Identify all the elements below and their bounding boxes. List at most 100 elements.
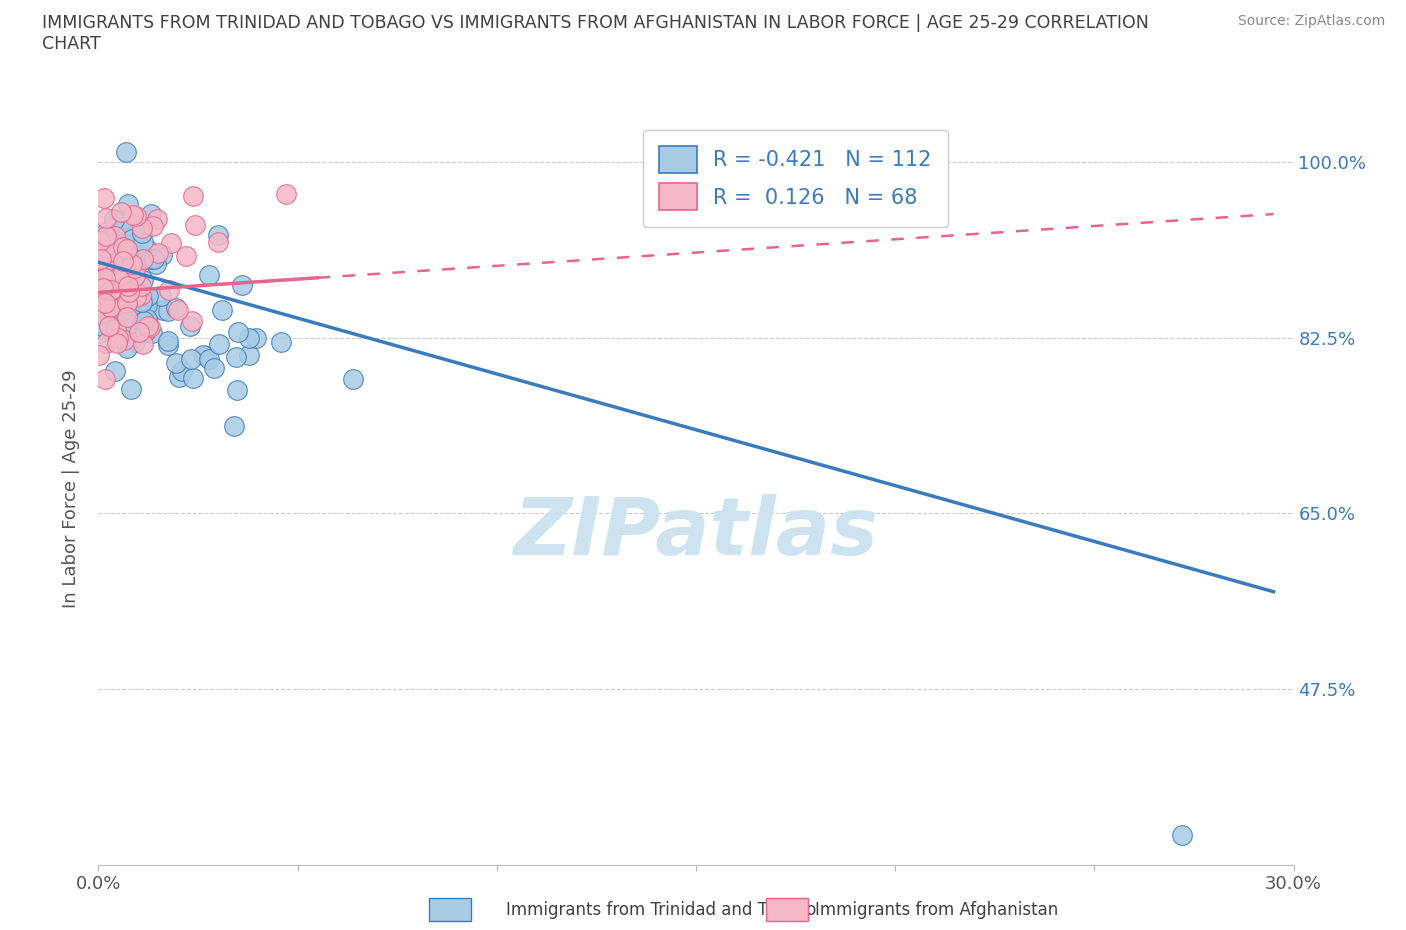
Point: [93, 300, 115, 315]
Point: [131, 234, 153, 249]
Point: [231, 277, 253, 292]
Point: [90, 319, 112, 334]
Point: [98, 319, 121, 334]
Point: [157, 303, 180, 318]
Text: IMMIGRANTS FROM TRINIDAD AND TOBAGO VS IMMIGRANTS FROM AFGHANISTAN IN LABOR FORC: IMMIGRANTS FROM TRINIDAD AND TOBAGO VS I…: [42, 14, 1149, 53]
Point: [98, 237, 121, 252]
Point: [121, 256, 143, 271]
Point: [132, 272, 155, 287]
Point: [110, 205, 132, 219]
Point: [97, 261, 120, 276]
Point: [98, 231, 121, 246]
Point: [93, 281, 115, 296]
Point: [90, 251, 112, 266]
Point: [111, 211, 134, 226]
Point: [112, 224, 135, 239]
Point: [89, 282, 111, 297]
Point: [104, 239, 127, 254]
Point: [124, 335, 146, 350]
Point: [94, 255, 117, 270]
Point: [143, 252, 166, 267]
Point: [112, 286, 135, 301]
Point: [124, 269, 146, 284]
Point: [132, 313, 155, 328]
Point: [132, 337, 155, 352]
Point: [276, 187, 298, 202]
Y-axis label: In Labor Force | Age 25-29: In Labor Force | Age 25-29: [62, 369, 80, 607]
Point: [118, 277, 141, 292]
Point: [97, 285, 120, 299]
Point: [118, 286, 141, 300]
Point: [93, 271, 115, 286]
Point: [104, 260, 127, 275]
Point: [238, 348, 260, 363]
Point: [157, 283, 180, 298]
Point: [110, 268, 132, 283]
Point: [104, 321, 127, 336]
Point: [184, 218, 207, 232]
Point: [94, 371, 117, 386]
Point: [135, 312, 157, 326]
Point: [111, 239, 134, 254]
Point: [117, 247, 139, 262]
Point: [98, 252, 121, 267]
Point: [105, 242, 128, 257]
Point: [224, 419, 246, 434]
Point: [142, 219, 165, 233]
Point: [141, 206, 163, 221]
Point: [91, 242, 114, 257]
Point: [211, 302, 233, 317]
Point: [105, 297, 128, 312]
Point: [107, 331, 129, 346]
Point: [97, 260, 120, 275]
Point: [152, 302, 174, 317]
Point: [117, 279, 139, 294]
Point: [89, 243, 111, 258]
Point: [150, 289, 173, 304]
Point: [87, 326, 110, 340]
Point: [342, 372, 364, 387]
Point: [112, 288, 135, 303]
Point: [94, 296, 117, 311]
Point: [157, 333, 180, 348]
Point: [225, 382, 247, 397]
Point: [105, 215, 128, 230]
Point: [117, 197, 139, 212]
Point: [124, 261, 146, 276]
Point: [141, 326, 163, 340]
Point: [96, 281, 118, 296]
Point: [197, 352, 219, 366]
Point: [91, 315, 114, 330]
Point: [103, 213, 125, 228]
Point: [94, 229, 117, 244]
Point: [98, 299, 121, 314]
Point: [98, 245, 121, 259]
Point: [117, 285, 139, 299]
Point: [181, 313, 204, 328]
Point: [115, 267, 138, 282]
Point: [98, 293, 121, 308]
Point: [136, 288, 159, 303]
Point: [131, 314, 153, 329]
Point: [156, 338, 179, 352]
Point: [89, 307, 111, 322]
Point: [228, 325, 250, 339]
Point: [165, 355, 187, 370]
Point: [121, 231, 143, 246]
Point: [93, 191, 115, 206]
Point: [90, 236, 112, 251]
Point: [96, 288, 118, 303]
Point: [139, 319, 162, 334]
Point: [105, 336, 128, 351]
Point: [115, 310, 138, 325]
Point: [134, 252, 156, 267]
Point: [103, 299, 125, 314]
Point: [87, 348, 110, 363]
Point: [112, 333, 135, 348]
Point: [107, 309, 129, 324]
Point: [238, 331, 260, 346]
Legend: R = -0.421   N = 112, R =  0.126   N = 68: R = -0.421 N = 112, R = 0.126 N = 68: [643, 129, 949, 227]
Point: [89, 289, 111, 304]
Point: [120, 226, 142, 241]
Point: [180, 352, 202, 366]
